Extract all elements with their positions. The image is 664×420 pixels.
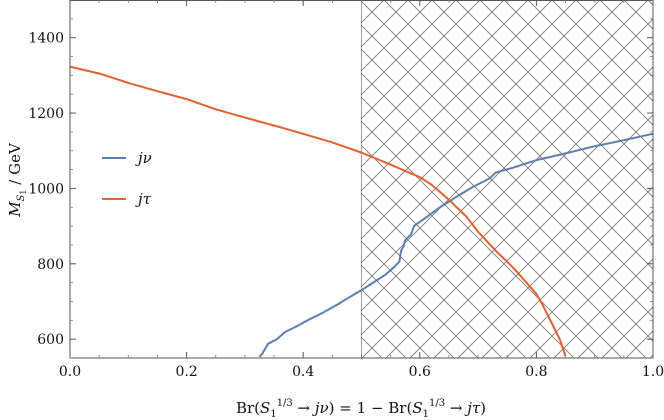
y-tick-label: 1000 — [28, 181, 64, 197]
legend-label-jtau: jτ — [135, 190, 152, 208]
y-tick-label: 600 — [37, 332, 64, 348]
series-line-jtau — [70, 65, 567, 357]
legend-label-jnu: jν — [135, 149, 152, 167]
x-tick-label: 0.0 — [59, 364, 81, 380]
y-axis-title: MS1 / GeV — [6, 142, 28, 218]
y-tick-label: 1400 — [28, 31, 64, 47]
y-tick-label: 800 — [37, 257, 64, 273]
x-tick-label: 0.8 — [525, 364, 547, 380]
x-axis-title: Br(S11/3 → jν) = 1 − Br(S11/3 → jτ) — [236, 398, 486, 420]
x-tick-label: 0.2 — [175, 364, 197, 380]
x-tick-label: 0.6 — [409, 364, 431, 380]
x-tick-label: 1.0 — [642, 364, 664, 380]
y-tick-label: 1200 — [28, 106, 64, 122]
series-line-jnu — [258, 132, 653, 358]
excluded-region-hatch — [361, 0, 653, 358]
x-tick-label: 0.4 — [292, 364, 314, 380]
